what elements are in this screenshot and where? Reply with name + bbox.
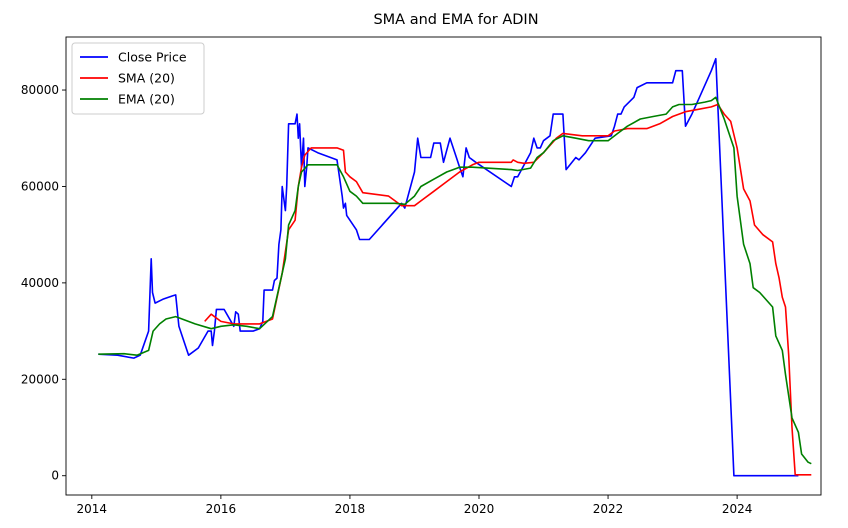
- legend: Close Price SMA (20) EMA (20): [71, 42, 205, 115]
- axes-layer: 2014 2016 2018 2020 2022 2024 0 20000 40000 60000…: [21, 36, 822, 516]
- legend-label: Close Price: [118, 50, 187, 65]
- legend-label: EMA (20): [118, 92, 175, 107]
- x-tick-label: 2020: [464, 502, 495, 516]
- chart-title: SMA and EMA for ADIN: [373, 12, 538, 28]
- y-tick-label: 40000: [21, 276, 59, 290]
- x-tick-label: 2014: [77, 502, 108, 516]
- y-tick-label: 80000: [21, 83, 59, 97]
- x-tick-label: 2018: [335, 502, 366, 516]
- y-tick-label: 0: [51, 469, 59, 483]
- series-line-0: [98, 57, 799, 477]
- x-tick-label: 2016: [206, 502, 237, 516]
- series-line-2: [98, 96, 812, 465]
- legend-label: SMA (20): [118, 71, 175, 86]
- legend-box: [71, 42, 205, 115]
- series-layer: [98, 57, 812, 477]
- y-tick-label: 20000: [21, 372, 59, 386]
- plot-frame: [65, 36, 822, 496]
- x-tick-label: 2024: [722, 502, 753, 516]
- x-tick-label: 2022: [593, 502, 624, 516]
- y-tick-label: 60000: [21, 179, 59, 193]
